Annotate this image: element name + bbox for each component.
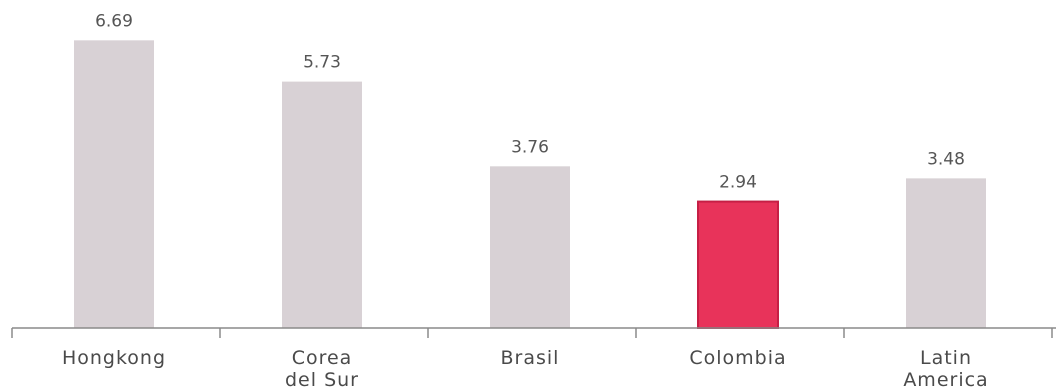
bar-value-label: 3.76 bbox=[511, 137, 549, 157]
x-axis-ticks bbox=[11, 328, 1053, 338]
bar-colombia bbox=[697, 200, 779, 329]
category-label: Brasil bbox=[501, 347, 560, 369]
category-label: Hongkong bbox=[62, 347, 166, 369]
bar-corea-del-sur bbox=[282, 81, 362, 328]
category-label-line: Colombia bbox=[689, 347, 786, 369]
category-labels-group: Hongkong Corea del Sur Brasil Colombia Latin A… bbox=[62, 347, 988, 391]
category-label-line: Brasil bbox=[501, 347, 560, 369]
bar-value-label: 5.73 bbox=[303, 53, 341, 73]
category-label-line: del Sur bbox=[285, 369, 359, 391]
bar-brasil bbox=[490, 166, 570, 328]
category-label: Latin America bbox=[903, 347, 988, 391]
bars-group bbox=[74, 40, 986, 329]
bar-value-label: 6.69 bbox=[95, 11, 133, 31]
bar-latin-america bbox=[906, 178, 986, 328]
bar-value-label: 2.94 bbox=[719, 173, 757, 193]
category-label-line: Hongkong bbox=[62, 347, 166, 369]
category-label: Corea del Sur bbox=[285, 347, 359, 391]
category-label-line: Latin bbox=[920, 347, 972, 369]
category-label: Colombia bbox=[689, 347, 786, 369]
category-label-line: Corea bbox=[292, 347, 353, 369]
value-labels-group: 6.69 5.73 3.76 2.94 3.48 bbox=[95, 11, 965, 192]
bar-hongkong bbox=[74, 40, 154, 329]
bar-value-label: 3.48 bbox=[927, 149, 965, 169]
category-label-line: America bbox=[903, 369, 988, 391]
